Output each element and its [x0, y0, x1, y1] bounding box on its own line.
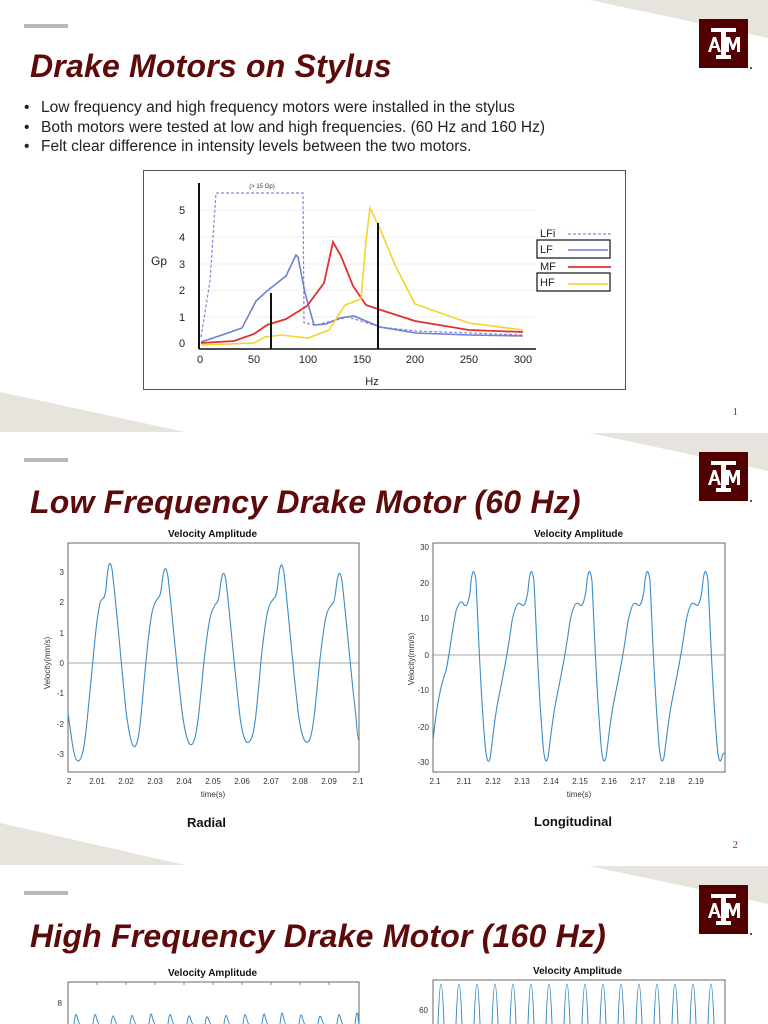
svg-text:8: 8: [58, 999, 63, 1008]
svg-text:0: 0: [179, 338, 185, 350]
svg-text:2.15: 2.15: [572, 777, 588, 786]
bullet-item: Both motors were tested at low and high …: [24, 118, 545, 138]
svg-text:2: 2: [179, 285, 185, 297]
page-number: 1: [732, 406, 739, 418]
svg-text:2.16: 2.16: [601, 777, 617, 786]
svg-text:Hz: Hz: [365, 376, 378, 388]
bullet-item: Low frequency and high frequency motors …: [24, 98, 545, 118]
svg-text:2.14: 2.14: [543, 777, 559, 786]
svg-text:100: 100: [299, 354, 317, 366]
accent-bar: [24, 891, 68, 895]
svg-text:50: 50: [248, 354, 260, 366]
slide-title: Drake Motors on Stylus: [30, 48, 392, 84]
svg-text:-30: -30: [417, 758, 429, 767]
svg-text:-10: -10: [417, 686, 429, 695]
svg-text:2.07: 2.07: [263, 777, 279, 786]
svg-text:0: 0: [425, 651, 430, 660]
svg-text:5: 5: [179, 205, 185, 217]
plot-title: Velocity Amplitude: [533, 966, 623, 977]
slide-1: Drake Motors on Stylus Low frequency and…: [0, 0, 768, 432]
svg-text:2.19: 2.19: [688, 777, 704, 786]
accent-bar: [24, 458, 68, 462]
svg-text:-20: -20: [417, 723, 429, 732]
svg-text:2.03: 2.03: [147, 777, 163, 786]
hf-radial-velocity-plot: 8: [40, 980, 370, 1024]
texas-am-logo: [699, 19, 752, 69]
svg-text:2.09: 2.09: [321, 777, 337, 786]
svg-text:1: 1: [179, 312, 185, 324]
svg-text:150: 150: [353, 354, 371, 366]
svg-text:-2: -2: [57, 720, 65, 729]
bullet-list: Low frequency and high frequency motors …: [24, 98, 545, 157]
svg-text:60: 60: [419, 1006, 428, 1015]
svg-text:-1: -1: [57, 689, 65, 698]
svg-text:2.17: 2.17: [630, 777, 646, 786]
plot-caption: Radial: [187, 815, 227, 830]
svg-text:250: 250: [460, 354, 478, 366]
svg-text:HF: HF: [540, 277, 555, 289]
svg-text:2.04: 2.04: [176, 777, 192, 786]
svg-text:0: 0: [60, 659, 65, 668]
svg-text:2.11: 2.11: [457, 777, 473, 786]
svg-text:4: 4: [179, 232, 185, 244]
svg-text:1: 1: [60, 629, 65, 638]
svg-text:time(s): time(s): [201, 790, 226, 799]
slide-title: Low Frequency Drake Motor (60 Hz): [30, 484, 581, 520]
svg-text:300: 300: [514, 354, 532, 366]
radial-velocity-plot: 3 2 1 0 -1 -2 -3 2 2.01 2.02 2.03 2.04 2.05 2.06 2.…: [40, 541, 370, 806]
svg-text:2: 2: [67, 777, 72, 786]
svg-text:2.01: 2.01: [89, 777, 105, 786]
svg-text:MF: MF: [540, 261, 556, 273]
svg-text:2.06: 2.06: [234, 777, 250, 786]
svg-text:3: 3: [60, 568, 65, 577]
texas-am-logo: [699, 452, 752, 502]
svg-text:2.02: 2.02: [118, 777, 134, 786]
plot-title: Velocity Amplitude: [168, 529, 258, 540]
bullet-item: Felt clear difference in intensity level…: [24, 137, 545, 157]
svg-text:200: 200: [406, 354, 424, 366]
svg-text:3: 3: [179, 259, 185, 271]
svg-text:2.08: 2.08: [292, 777, 308, 786]
svg-text:20: 20: [420, 579, 429, 588]
gp-frequency-chart: 5 4 3 2 1 0 Gp 0 50 100 150 200 250 300 …: [143, 170, 626, 390]
svg-text:Velocity(mm/s): Velocity(mm/s): [407, 632, 416, 685]
svg-text:(> 15 Gp): (> 15 Gp): [249, 184, 275, 190]
svg-text:time(s): time(s): [567, 790, 592, 799]
svg-text:2.18: 2.18: [659, 777, 675, 786]
svg-text:2.13: 2.13: [514, 777, 530, 786]
svg-text:2: 2: [60, 598, 65, 607]
svg-text:-3: -3: [57, 750, 65, 759]
svg-text:Gp: Gp: [151, 254, 167, 268]
svg-text:2.1: 2.1: [429, 777, 441, 786]
plot-title: Velocity Amplitude: [168, 968, 258, 979]
plot-title: Velocity Amplitude: [534, 529, 624, 540]
svg-text:Velocity(mm/s): Velocity(mm/s): [43, 636, 52, 689]
accent-bar: [24, 24, 68, 28]
svg-text:2.05: 2.05: [205, 777, 221, 786]
hf-longitudinal-velocity-plot: 60: [404, 978, 734, 1024]
svg-text:30: 30: [420, 543, 429, 552]
slide-title: High Frequency Drake Motor (160 Hz): [30, 918, 606, 954]
svg-text:2.1: 2.1: [352, 777, 364, 786]
plot-caption: Longitudinal: [534, 814, 612, 829]
slide-3: High Frequency Drake Motor (160 Hz) Velo…: [0, 866, 768, 1024]
slide-2: Low Frequency Drake Motor (60 Hz) Veloci…: [0, 433, 768, 865]
svg-text:0: 0: [197, 354, 203, 366]
svg-text:10: 10: [420, 614, 429, 623]
svg-text:LFi: LFi: [540, 228, 555, 240]
texas-am-logo: [699, 885, 752, 935]
longitudinal-velocity-plot: 30 20 10 0 -10 -20 -30 2.1 2.11 2.12 2.13 2.14 2.…: [404, 541, 734, 806]
svg-text:LF: LF: [540, 244, 553, 256]
page-number: 2: [732, 839, 739, 851]
svg-text:2.12: 2.12: [485, 777, 501, 786]
